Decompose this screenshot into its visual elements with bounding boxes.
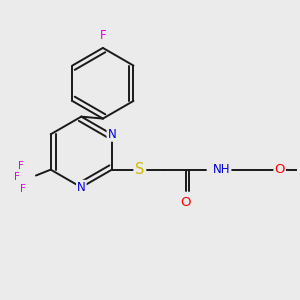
Text: F: F bbox=[100, 29, 106, 42]
Text: F: F bbox=[14, 172, 20, 182]
Text: F: F bbox=[20, 184, 26, 194]
Text: O: O bbox=[180, 196, 191, 209]
Text: F: F bbox=[18, 161, 24, 171]
Text: NH: NH bbox=[213, 163, 230, 176]
Text: N: N bbox=[77, 181, 86, 194]
Text: S: S bbox=[135, 162, 144, 177]
Text: N: N bbox=[107, 128, 116, 141]
Text: O: O bbox=[274, 163, 285, 176]
